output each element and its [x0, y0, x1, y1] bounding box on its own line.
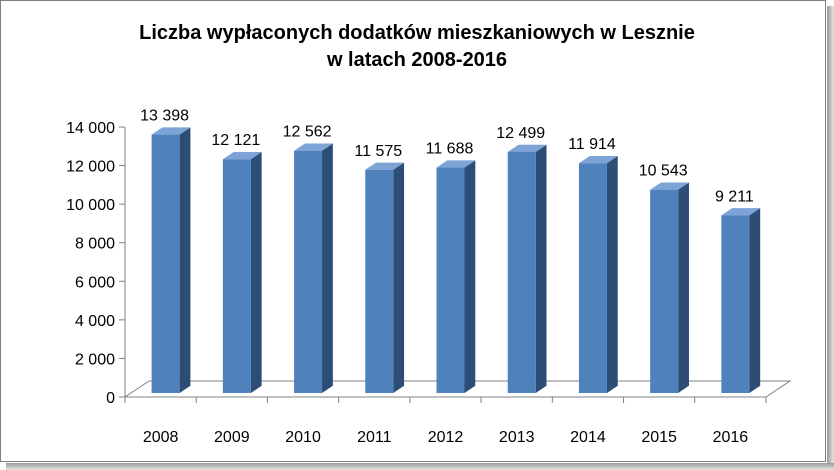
bar-front-face: [578, 163, 607, 393]
y-tick-label: 14 000: [66, 120, 115, 137]
bar-side-face: [678, 182, 689, 393]
x-tick-label: 2015: [641, 429, 677, 446]
bar-top-face: [721, 208, 761, 216]
bar-top-face: [578, 156, 618, 164]
frame-shadow-bottom: [6, 463, 834, 470]
x-axis: 2008 2009 2010 2011 2012 2013 2014 2015 2016: [124, 397, 767, 446]
chart-title-line1: Liczba wypłaconych dodatków mieszkaniowy…: [139, 22, 695, 44]
bar-top-face: [507, 144, 547, 152]
bar-front-face: [151, 134, 180, 394]
bar-2014: [578, 156, 618, 393]
bar-2015: [650, 182, 689, 393]
bar-side-face: [179, 127, 191, 393]
x-tick-label: 2011: [357, 429, 392, 446]
bar-top-face: [294, 143, 333, 151]
bar-2008: [151, 127, 191, 394]
bar-top-face: [436, 160, 476, 168]
bar-2011: [365, 162, 405, 393]
y-tick-label: 0: [106, 390, 115, 407]
x-tick-label: 2010: [285, 429, 321, 446]
bar-front-face: [436, 167, 465, 393]
x-tick-label: 2014: [570, 429, 606, 446]
bar-side-face: [250, 152, 262, 393]
bar-front-face: [507, 151, 536, 393]
bars: [151, 127, 761, 394]
bar-side-face: [322, 143, 333, 393]
x-tick-label: 2009: [214, 429, 250, 446]
data-label: 11 688: [426, 141, 474, 158]
y-tick-label: 4 000: [75, 313, 115, 330]
y-tick-label: 10 000: [66, 197, 115, 214]
y-tick-label: 8 000: [75, 236, 115, 253]
data-label: 12 562: [283, 124, 332, 141]
data-label: 13 398: [140, 108, 189, 125]
x-tick-label: 2012: [428, 429, 464, 446]
y-tick-label: 2 000: [75, 351, 115, 368]
bar-2012: [436, 160, 476, 393]
bar-top-face: [365, 162, 405, 170]
data-labels: 13 398 12 121 12 562 11 575 11 688 12 499 11 9…: [140, 108, 754, 206]
bar-side-face: [606, 156, 618, 393]
x-tick-label: 2013: [499, 429, 535, 446]
frame-shadow-right: [827, 6, 834, 470]
bar-side-face: [464, 160, 476, 393]
data-label: 12 499: [496, 125, 545, 142]
chart-title-line2: w latach 2008-2016: [326, 49, 508, 71]
chart-title: Liczba wypłaconych dodatków mieszkaniowy…: [0, 20, 834, 74]
bar-front-face: [294, 150, 323, 393]
y-tick-label: 6 000: [75, 274, 115, 291]
bar-top-face: [222, 152, 262, 160]
bar-2010: [294, 143, 333, 393]
data-label: 11 575: [354, 143, 402, 160]
bar-front-face: [721, 215, 750, 393]
data-label: 9 211: [715, 188, 754, 205]
bar-side-face: [535, 144, 547, 393]
y-axis: 0 2 000 4 000 6 000 8 000 10 000 12 000 14 000: [66, 120, 126, 407]
x-tick-label: 2008: [143, 429, 179, 446]
bar-front-face: [650, 189, 679, 393]
bar-2016: [721, 208, 761, 393]
bar-side-face: [393, 162, 405, 393]
x-tick-label: 2016: [713, 429, 749, 446]
data-label: 11 914: [568, 136, 616, 153]
bar-side-face: [749, 208, 761, 393]
bar-top-face: [151, 127, 191, 135]
bar-front-face: [222, 159, 251, 393]
bar-front-face: [365, 169, 394, 393]
data-label: 10 543: [639, 163, 688, 180]
data-label: 12 121: [211, 132, 260, 149]
bar-2013: [507, 144, 547, 393]
bar-top-face: [650, 182, 689, 190]
y-tick-label: 12 000: [66, 159, 115, 176]
bar-2009: [222, 152, 262, 393]
